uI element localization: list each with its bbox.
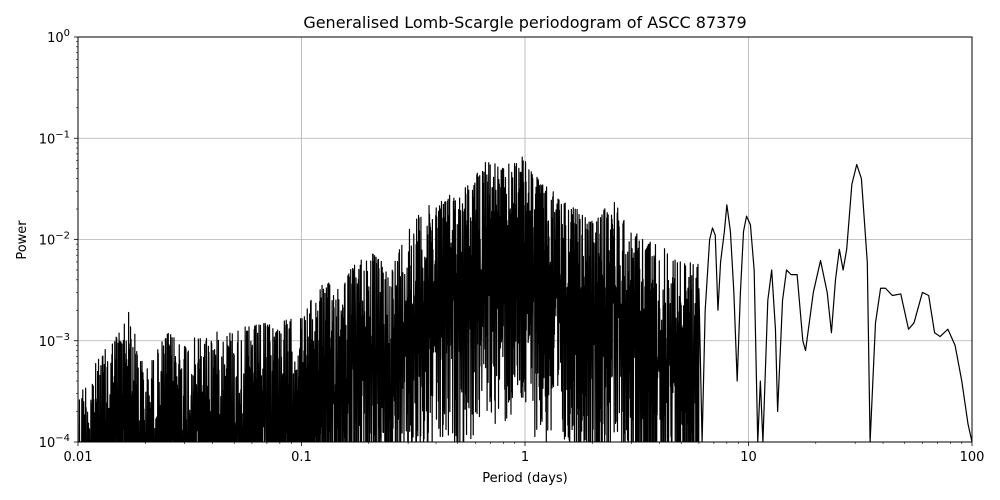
x-tick-label: 0.1	[291, 450, 312, 465]
y-axis: 10−4 10−3 10−2 10−1 100	[39, 28, 78, 451]
chart-title: Generalised Lomb-Scargle periodogram of …	[303, 13, 746, 32]
y-tick-label: 10−3	[39, 332, 70, 350]
y-tick-label: 10−1	[39, 129, 70, 147]
x-tick-label: 1	[521, 450, 529, 465]
y-tick-label: 10−2	[39, 231, 70, 249]
x-axis-label: Period (days)	[482, 471, 568, 486]
y-tick-label: 100	[47, 28, 70, 46]
x-axis: 0.01 0.1 1 10 100	[64, 442, 985, 465]
x-tick-label: 10	[740, 450, 757, 465]
y-tick-label: 10−4	[39, 433, 70, 451]
periodogram-line	[78, 156, 972, 442]
y-axis-label: Power	[15, 220, 30, 260]
plot-area	[78, 156, 972, 442]
x-tick-label: 100	[960, 450, 985, 465]
x-tick-label: 0.01	[64, 450, 93, 465]
